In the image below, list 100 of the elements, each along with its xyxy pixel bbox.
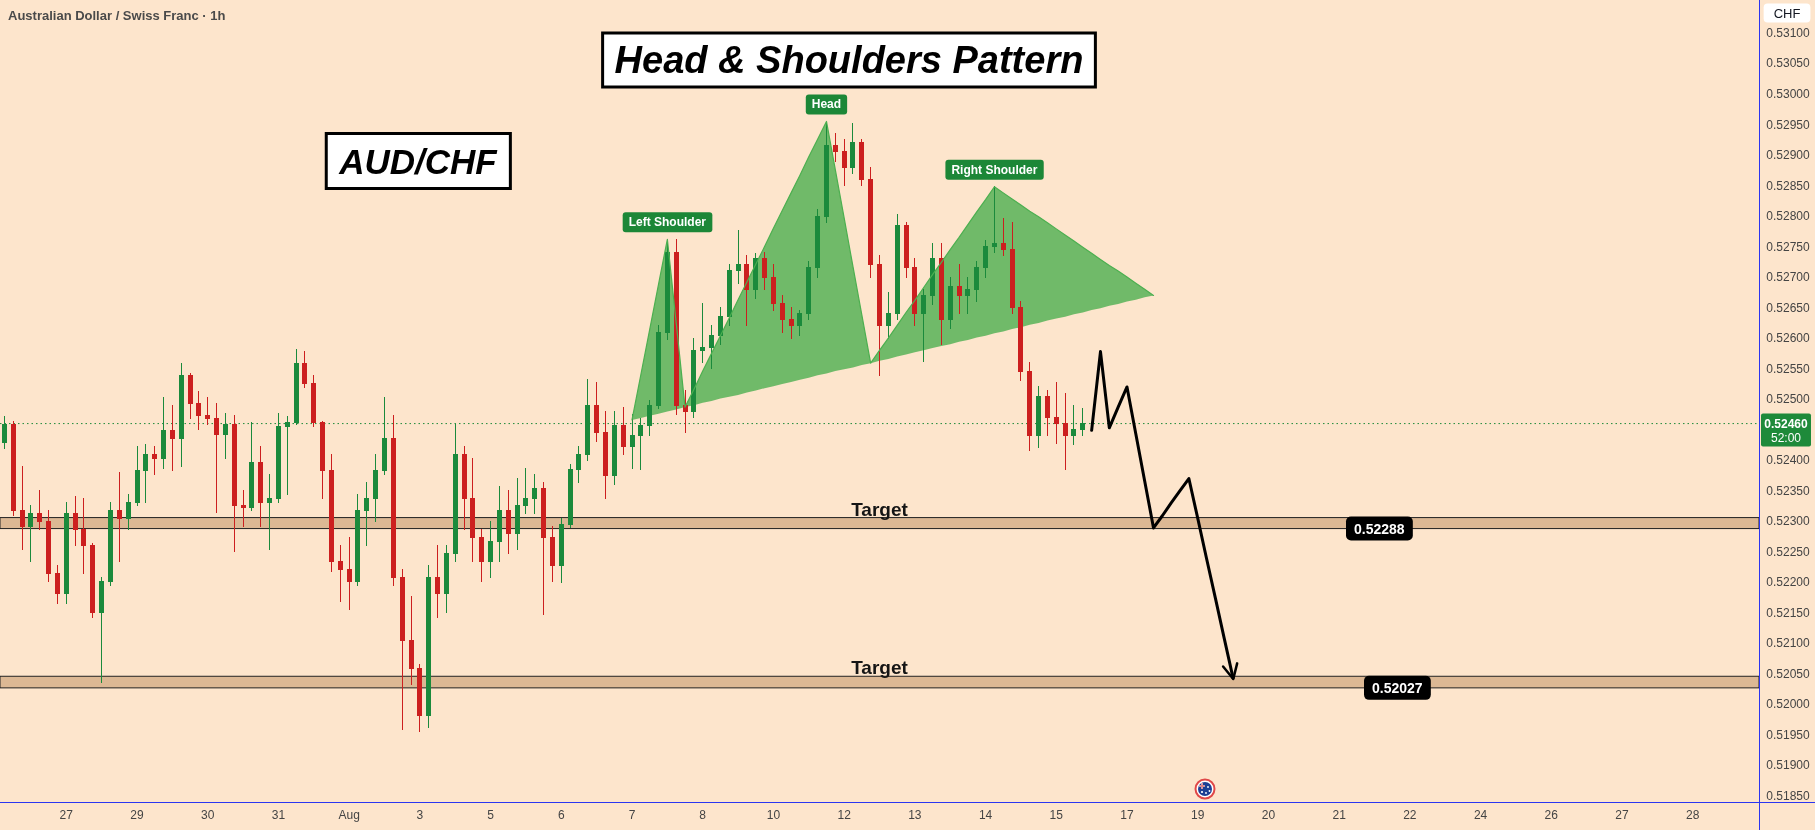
annotation: 0.52027 — [1372, 679, 1423, 696]
y-tick-label: 0.52150 — [1766, 605, 1811, 620]
candlestick — [90, 542, 95, 619]
y-tick-label: 0.53100 — [1766, 25, 1811, 40]
candlestick — [939, 242, 944, 346]
candlestick — [930, 242, 935, 306]
candlestick — [709, 324, 714, 370]
y-tick-label: 0.53000 — [1766, 86, 1811, 101]
x-tick-label: 20 — [1261, 808, 1276, 822]
y-tick-label: 0.51900 — [1766, 758, 1811, 773]
candlestick — [948, 276, 953, 330]
candlestick — [797, 309, 802, 337]
candlestick — [320, 420, 325, 500]
candlestick — [877, 254, 882, 377]
candlestick — [912, 257, 917, 327]
ref-line-label: 0.52460 — [1764, 416, 1809, 431]
candlestick — [347, 536, 352, 611]
x-tick-label: 30 — [201, 808, 215, 822]
x-tick-label: 19 — [1191, 808, 1205, 822]
candlestick — [789, 306, 794, 340]
y-tick-label: 0.51850 — [1766, 788, 1811, 803]
candlestick — [435, 544, 440, 619]
x-tick-label: 24 — [1473, 808, 1488, 822]
x-tick-label: 17 — [1120, 808, 1134, 822]
candlestick — [842, 138, 847, 187]
candlestick — [1045, 389, 1050, 437]
candlestick — [727, 263, 732, 327]
x-tick-label: 13 — [908, 808, 922, 822]
candlestick — [170, 404, 175, 472]
candlestick — [152, 445, 157, 476]
candlestick — [55, 564, 60, 605]
y-tick-label: 0.52200 — [1766, 575, 1811, 590]
candlestick — [506, 489, 511, 555]
candlestick — [515, 477, 520, 551]
candlestick — [965, 276, 970, 315]
x-tick-label: 3 — [416, 808, 424, 822]
candlestick — [355, 493, 360, 587]
candlestick — [400, 568, 405, 731]
annotation: Left Shoulder — [628, 215, 707, 230]
candlestick — [488, 520, 493, 579]
candlestick — [479, 528, 484, 583]
y-tick-label: 0.52300 — [1766, 514, 1811, 529]
y-tick-label: 0.52900 — [1766, 148, 1811, 163]
candlestick — [497, 485, 502, 563]
candlestick — [1001, 217, 1006, 257]
candlestick — [594, 381, 599, 443]
candlestick — [143, 443, 148, 504]
candlestick — [205, 396, 210, 426]
candlestick — [806, 260, 811, 321]
x-tick-label: 22 — [1403, 808, 1417, 822]
candlestick — [373, 453, 378, 523]
candlestick — [329, 453, 334, 573]
candlestick — [957, 263, 962, 315]
candlestick — [46, 509, 51, 583]
candlestick — [1063, 392, 1068, 471]
candlestick — [1010, 221, 1015, 315]
candlestick — [126, 493, 131, 531]
y-tick-label: 0.52750 — [1766, 239, 1811, 254]
y-tick-label: 0.52650 — [1766, 300, 1811, 315]
x-tick-label: 29 — [130, 808, 144, 822]
x-tick-label: 26 — [1544, 808, 1559, 822]
candlestick — [532, 473, 537, 515]
candlestick — [232, 414, 237, 553]
candlestick — [462, 445, 467, 531]
text: Head & Shoulders Pattern — [614, 39, 1084, 81]
y-tick-label: 0.52800 — [1766, 209, 1811, 224]
candlestick — [409, 595, 414, 686]
y-tick-label: 0.52850 — [1766, 178, 1811, 193]
candlestick — [364, 481, 369, 547]
candlestick — [656, 324, 661, 410]
x-tick-label: 27 — [59, 808, 74, 822]
annotation: Right Shoulder — [951, 162, 1038, 177]
candlestick — [700, 302, 705, 364]
candlestick — [1018, 300, 1023, 382]
text: Australian Dollar / Swiss Franc · 1h — [8, 8, 226, 23]
candlestick — [736, 229, 741, 285]
candlestick — [81, 497, 86, 575]
x-tick-label: 10 — [766, 808, 781, 822]
y-tick-label: 0.52600 — [1766, 331, 1811, 346]
x-tick-label: 21 — [1332, 808, 1347, 822]
x-tick-label: 7 — [628, 808, 636, 822]
x-tick-label: 14 — [978, 808, 993, 822]
candlestick — [568, 463, 573, 529]
candlestick — [73, 495, 78, 547]
candlestick — [108, 501, 113, 587]
candlestick — [64, 501, 69, 605]
text: 52:00 — [1770, 430, 1802, 445]
candlestick — [904, 221, 909, 279]
candlestick — [621, 406, 626, 456]
candlestick — [302, 350, 307, 389]
x-tick-label: 12 — [837, 808, 852, 822]
candlestick — [815, 208, 820, 279]
band-label: Target — [851, 498, 909, 520]
candlestick — [895, 213, 900, 321]
annotation: AUD/CHF — [338, 141, 499, 181]
candlestick — [674, 238, 679, 416]
x-tick-label: 28 — [1686, 808, 1700, 822]
band-label: Target — [851, 657, 909, 679]
candlestick — [117, 471, 122, 563]
candlestick — [11, 420, 16, 517]
